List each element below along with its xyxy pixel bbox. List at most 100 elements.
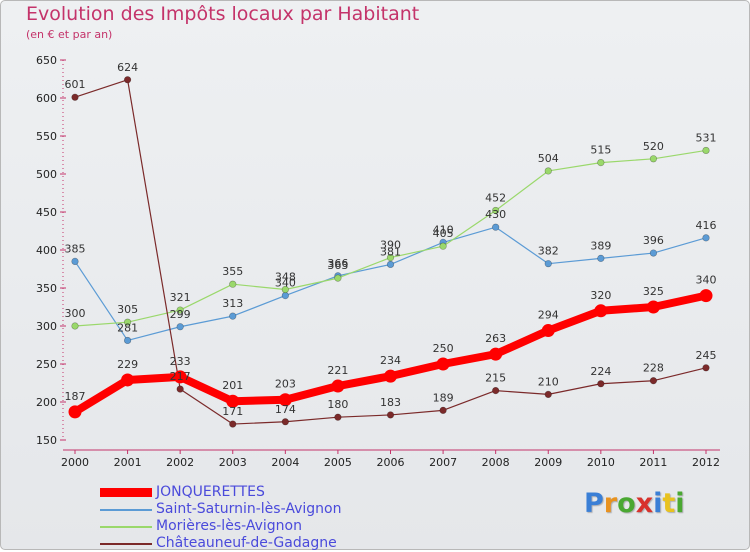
data-label-jonquerettes: 263 — [485, 332, 506, 345]
x-tick-label: 2008 — [482, 456, 510, 469]
data-label-saint-saturnin-les-avignon: 340 — [275, 277, 296, 290]
data-point-morieres-les-avignon — [281, 285, 289, 294]
data-point-chateauneuf-de-gadagne — [281, 418, 289, 426]
x-tick-label: 2006 — [377, 456, 405, 469]
data-point-morieres-les-avignon — [386, 254, 395, 262]
data-point-jonquerettes — [436, 357, 450, 371]
legend-label: JONQUERETTES — [156, 484, 265, 500]
x-tick-label: 2010 — [587, 456, 615, 469]
x-tick-label: 2012 — [692, 456, 720, 469]
brand-letter: r — [603, 488, 618, 519]
data-point-morieres-les-avignon — [123, 318, 132, 326]
data-label-morieres-les-avignon: 504 — [538, 152, 559, 165]
data-point-jonquerettes — [173, 370, 187, 384]
data-point-jonquerettes — [331, 379, 345, 393]
data-point-jonquerettes — [68, 405, 82, 419]
y-tick-label: 500 — [36, 168, 57, 181]
data-point-saint-saturnin-les-avignon — [123, 336, 132, 345]
data-point-jonquerettes — [226, 394, 240, 408]
data-point-morieres-les-avignon — [649, 155, 658, 163]
data-label-saint-saturnin-les-avignon: 281 — [117, 321, 138, 334]
data-point-jonquerettes — [121, 373, 135, 387]
y-tick-label: 600 — [36, 92, 57, 105]
data-label-jonquerettes: 340 — [696, 274, 717, 287]
data-point-saint-saturnin-les-avignon — [544, 260, 552, 268]
brand-logo: Proxiti — [584, 488, 685, 519]
y-tick-label: 250 — [36, 358, 57, 371]
data-point-chateauneuf-de-gadagne — [386, 411, 395, 419]
data-point-jonquerettes — [646, 300, 660, 314]
data-label-morieres-les-avignon: 520 — [643, 140, 664, 153]
data-label-saint-saturnin-les-avignon: 366 — [327, 257, 348, 270]
data-point-saint-saturnin-les-avignon — [386, 260, 395, 269]
data-point-morieres-les-avignon — [229, 280, 237, 288]
data-label-morieres-les-avignon: 300 — [65, 307, 86, 320]
data-label-chateauneuf-de-gadagne: 601 — [65, 78, 86, 91]
data-point-saint-saturnin-les-avignon — [492, 223, 500, 231]
data-label-jonquerettes: 229 — [117, 358, 138, 371]
data-point-chateauneuf-de-gadagne — [439, 406, 447, 414]
data-label-saint-saturnin-les-avignon: 396 — [643, 234, 664, 247]
data-point-jonquerettes — [699, 289, 713, 303]
data-label-jonquerettes: 234 — [380, 354, 401, 367]
x-tick-label: 2009 — [534, 456, 562, 469]
data-point-chateauneuf-de-gadagne — [71, 93, 79, 101]
data-label-saint-saturnin-les-avignon: 385 — [65, 242, 86, 255]
data-label-morieres-les-avignon: 531 — [696, 131, 717, 144]
data-label-chateauneuf-de-gadagne: 228 — [643, 362, 664, 375]
data-point-saint-saturnin-les-avignon — [176, 323, 184, 331]
y-tick-label: 300 — [36, 320, 57, 333]
data-point-saint-saturnin-les-avignon — [71, 257, 79, 266]
legend-label: Châteauneuf-de-Gadagne — [156, 535, 337, 551]
data-point-jonquerettes — [278, 393, 292, 407]
chart-subtitle: (en € et par an) — [26, 28, 113, 41]
legend-swatch — [100, 488, 152, 497]
data-label-jonquerettes: 201 — [222, 379, 243, 392]
legend-label: Saint-Saturnin-lès-Avignon — [156, 501, 342, 517]
data-label-chateauneuf-de-gadagne: 217 — [170, 370, 191, 383]
data-point-saint-saturnin-les-avignon — [702, 234, 710, 242]
data-label-jonquerettes: 187 — [65, 390, 86, 403]
data-label-morieres-les-avignon: 515 — [590, 144, 611, 157]
data-point-chateauneuf-de-gadagne — [702, 364, 710, 372]
data-label-jonquerettes: 325 — [643, 285, 664, 298]
data-label-chateauneuf-de-gadagne: 215 — [485, 372, 506, 385]
legend-swatch — [100, 526, 152, 528]
y-tick-label: 450 — [36, 206, 57, 219]
data-label-saint-saturnin-les-avignon: 416 — [696, 219, 717, 232]
data-label-chateauneuf-de-gadagne: 210 — [538, 375, 559, 388]
data-point-chateauneuf-de-gadagne — [229, 420, 237, 428]
data-label-morieres-les-avignon: 355 — [222, 265, 243, 278]
y-tick-label: 150 — [36, 434, 57, 447]
data-point-chateauneuf-de-gadagne — [597, 380, 605, 388]
chart-axes: 150 200 250 300 350 400 450 500 550 600 650 2000 200… — [36, 54, 720, 469]
y-tick-label: 200 — [36, 396, 57, 409]
data-point-morieres-les-avignon — [597, 159, 605, 167]
y-tick-label: 650 — [36, 54, 57, 67]
brand-letter: o — [617, 488, 636, 519]
brand-letter: t — [662, 488, 676, 519]
data-label-jonquerettes: 221 — [327, 364, 348, 377]
data-point-chateauneuf-de-gadagne — [176, 385, 184, 393]
data-point-saint-saturnin-les-avignon — [281, 292, 289, 300]
data-point-morieres-les-avignon — [702, 146, 710, 155]
x-tick-label: 2005 — [324, 456, 352, 469]
data-point-jonquerettes — [541, 324, 555, 338]
chart-lines — [68, 76, 713, 428]
x-tick-label: 2004 — [271, 456, 299, 469]
data-point-chateauneuf-de-gadagne — [649, 377, 658, 385]
data-label-jonquerettes: 233 — [170, 355, 191, 368]
data-point-chateauneuf-de-gadagne — [492, 387, 500, 395]
x-tick-label: 2003 — [219, 456, 247, 469]
data-point-saint-saturnin-les-avignon — [597, 254, 605, 262]
data-point-saint-saturnin-les-avignon — [649, 249, 658, 257]
data-label-morieres-les-avignon: 390 — [380, 239, 401, 252]
data-label-morieres-les-avignon: 452 — [485, 191, 506, 204]
data-label-jonquerettes: 320 — [590, 289, 611, 302]
y-tick-label: 350 — [36, 282, 57, 295]
data-label-chateauneuf-de-gadagne: 245 — [696, 349, 717, 362]
brand-letter: i — [653, 488, 663, 519]
data-point-jonquerettes — [594, 304, 608, 318]
brand-letter: x — [635, 488, 654, 519]
